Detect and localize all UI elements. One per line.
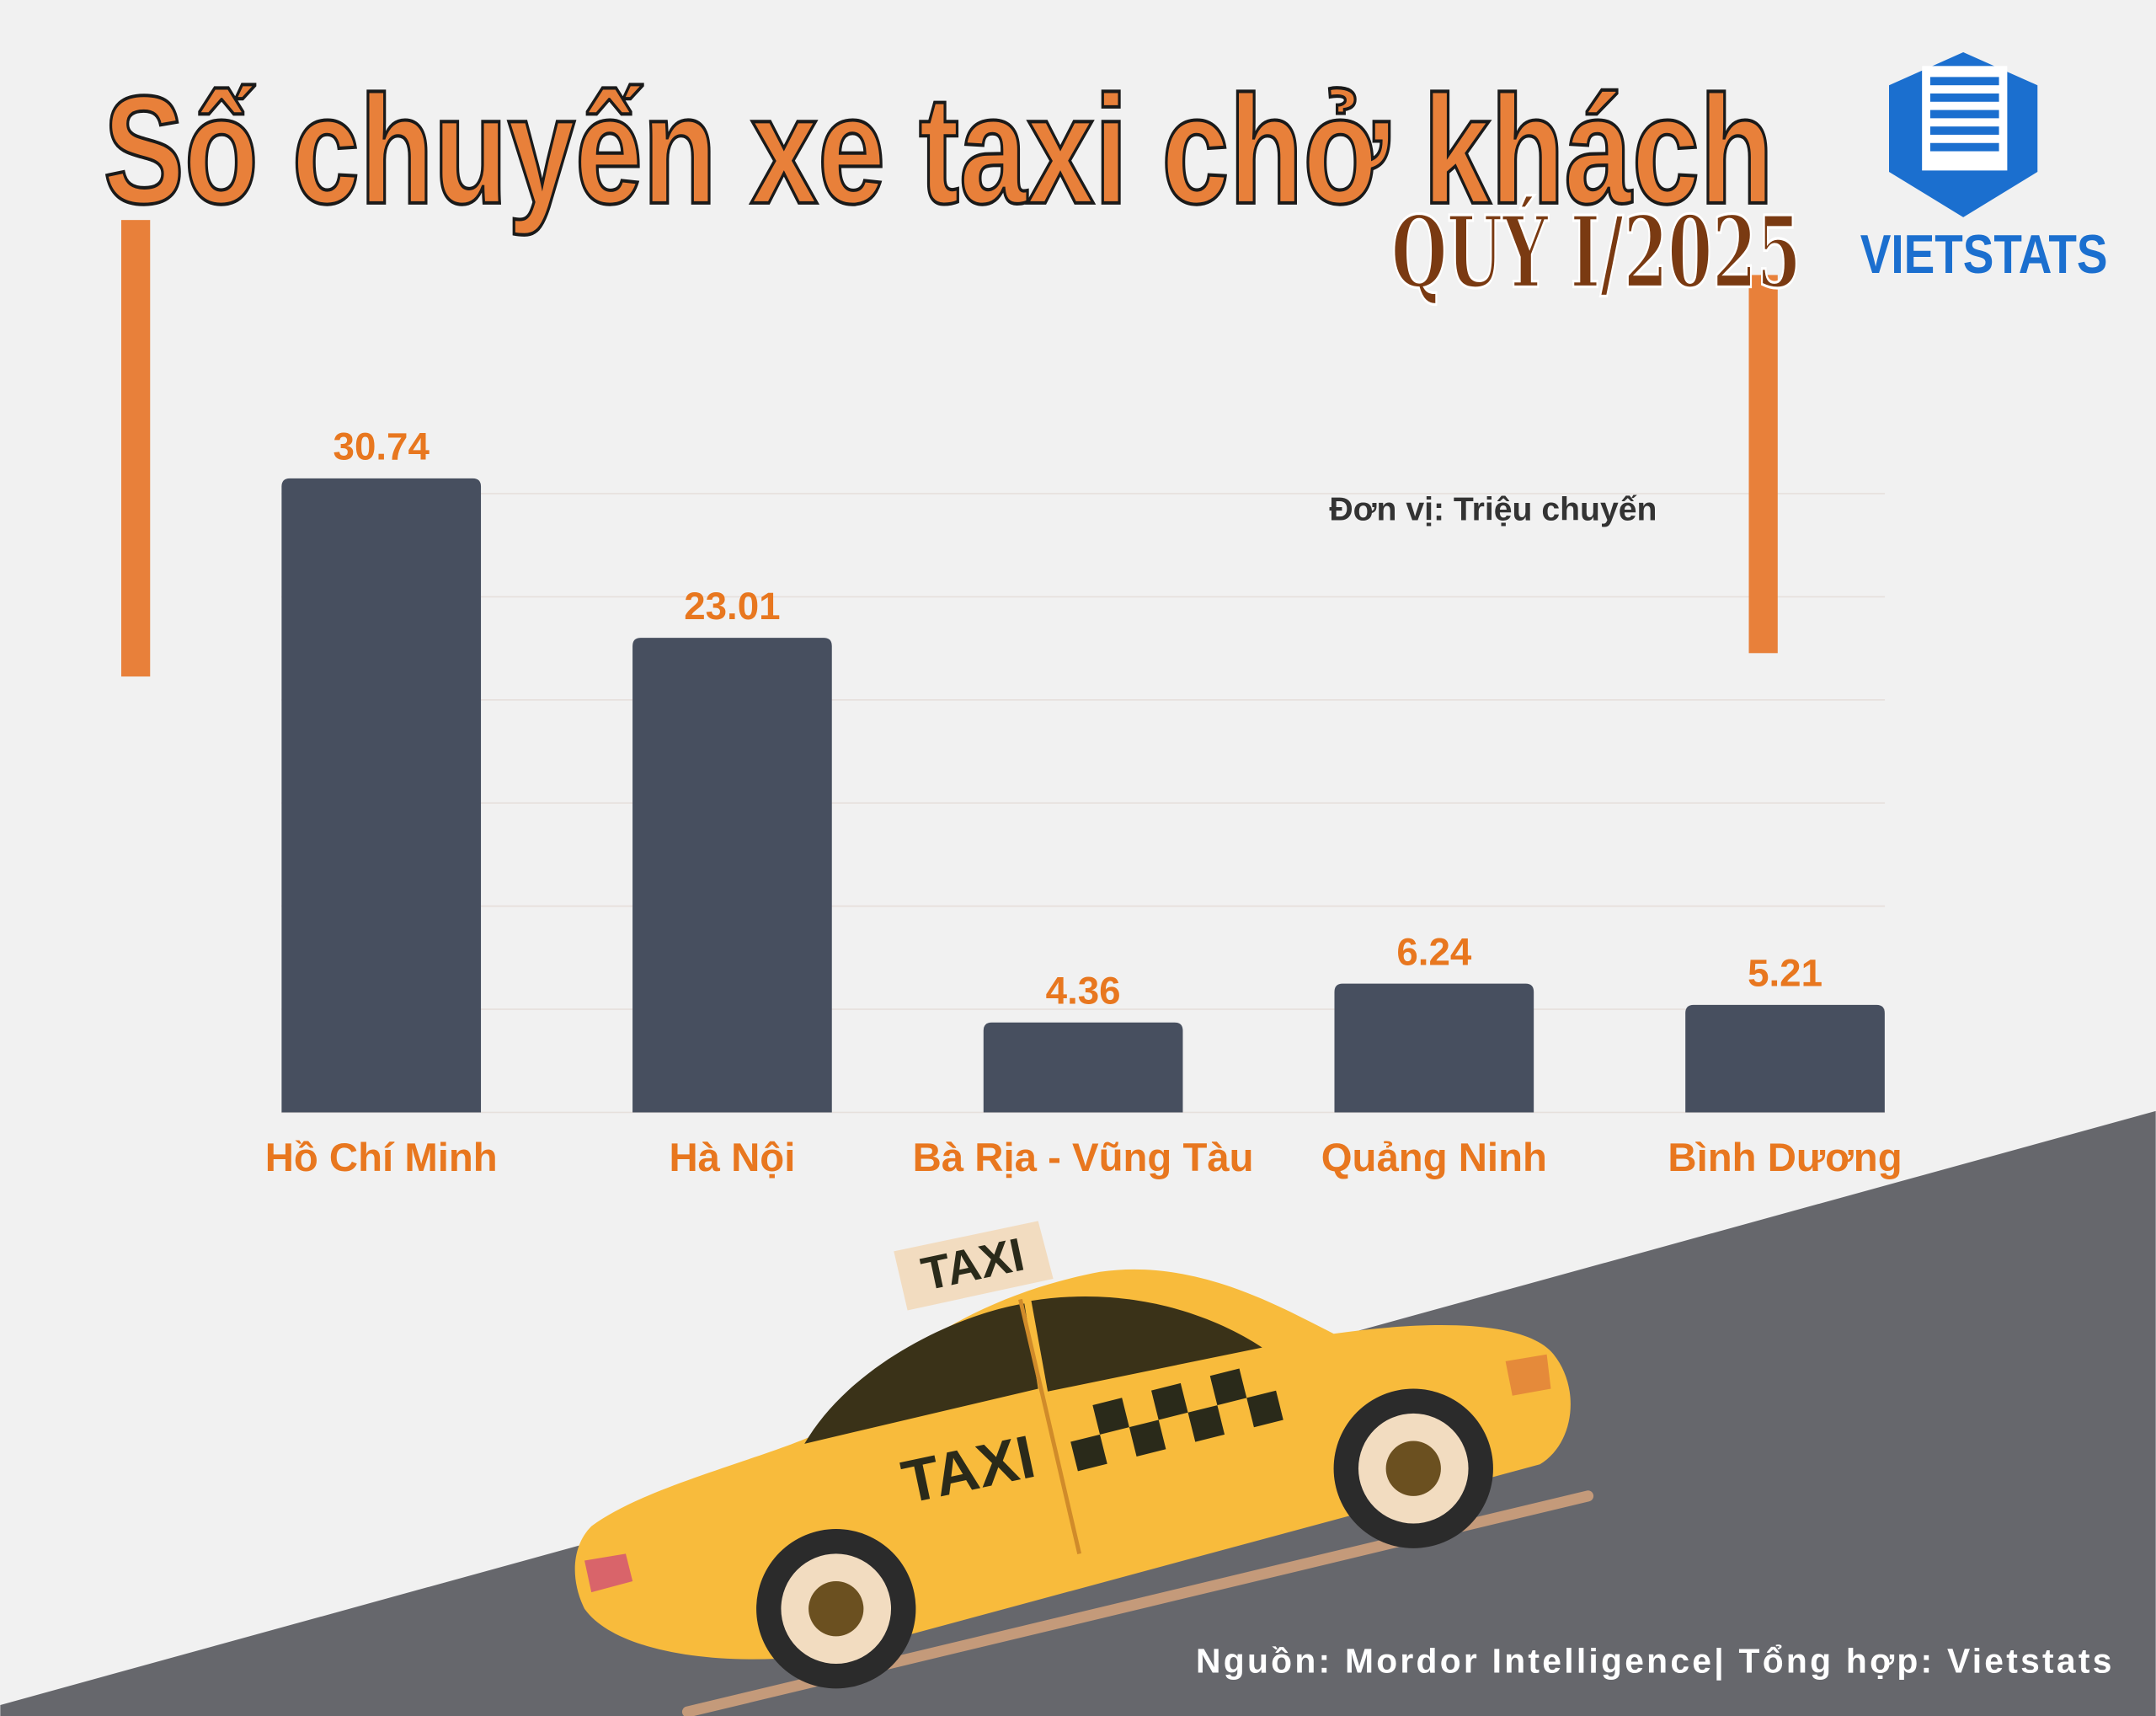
logo-text: VIETSTATS [1860,223,2108,285]
decor-bar [120,220,151,677]
decor-bar [1748,275,1778,654]
x-tick-label: Hồ Chí Minh [265,1136,498,1180]
unit-note: Đơn vị: Triệu chuyến [1329,492,1657,528]
x-tick-label: Hà Nội [669,1136,795,1180]
x-tick-label: Bình Dương [1668,1136,1902,1180]
chart-subtitle: QUÝ I/2025 [1391,195,1801,311]
value-label: 4.36 [1046,970,1121,1013]
x-tick-label: Bà Rịa - Vũng Tàu [913,1136,1254,1180]
bar [632,638,832,1113]
x-tick-label: Quảng Ninh [1321,1136,1547,1180]
value-label: 23.01 [684,585,780,628]
logo-icon [1889,52,2038,217]
source-note: Nguồn: Mordor Intelligence| Tổng hợp: Vi… [1196,1642,2115,1681]
value-label: 30.74 [334,425,430,468]
chart-title: Số chuyến xe taxi chở khách [104,64,1774,236]
value-label: 6.24 [1396,930,1472,973]
value-label: 5.21 [1748,952,1822,995]
bar [983,1022,1183,1113]
bar [1685,1004,1885,1113]
bar [1334,983,1534,1113]
bar [281,478,482,1113]
